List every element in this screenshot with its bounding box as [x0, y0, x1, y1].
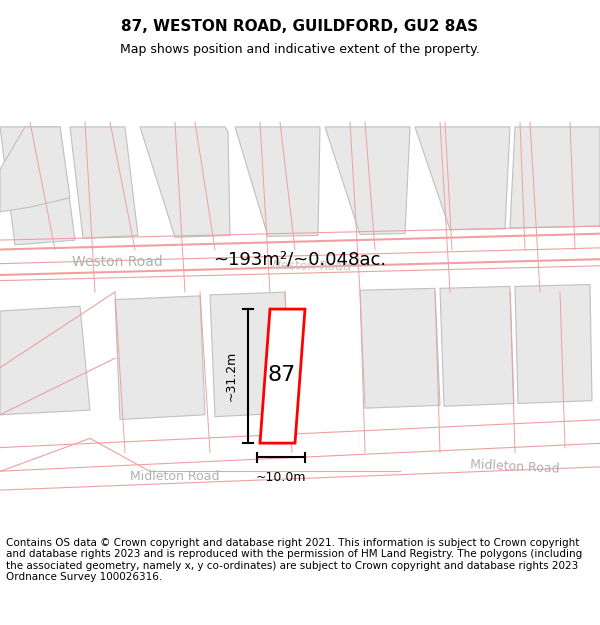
- Polygon shape: [510, 127, 600, 228]
- Polygon shape: [260, 309, 305, 443]
- Text: Weston Road: Weston Road: [72, 255, 163, 269]
- Polygon shape: [115, 296, 205, 419]
- Polygon shape: [70, 127, 138, 238]
- Polygon shape: [360, 288, 440, 408]
- Text: 87: 87: [268, 365, 296, 385]
- Text: Map shows position and indicative extent of the property.: Map shows position and indicative extent…: [120, 43, 480, 56]
- Text: Midleton Road: Midleton Road: [130, 469, 220, 482]
- Polygon shape: [440, 286, 514, 406]
- Text: Weston Road: Weston Road: [269, 259, 351, 274]
- Text: Midleton Road: Midleton Road: [470, 458, 560, 476]
- Text: Contains OS data © Crown copyright and database right 2021. This information is : Contains OS data © Crown copyright and d…: [6, 538, 582, 582]
- Polygon shape: [0, 127, 70, 212]
- Polygon shape: [0, 127, 75, 245]
- Text: ~31.2m: ~31.2m: [225, 351, 238, 401]
- Polygon shape: [140, 127, 230, 238]
- Polygon shape: [235, 127, 320, 236]
- Text: 87, WESTON ROAD, GUILDFORD, GU2 8AS: 87, WESTON ROAD, GUILDFORD, GU2 8AS: [121, 19, 479, 34]
- Text: ~193m²/~0.048ac.: ~193m²/~0.048ac.: [214, 250, 386, 268]
- Polygon shape: [515, 284, 592, 404]
- Polygon shape: [210, 292, 290, 417]
- Polygon shape: [0, 306, 90, 415]
- Polygon shape: [325, 127, 410, 234]
- Polygon shape: [415, 127, 510, 230]
- Text: ~10.0m: ~10.0m: [256, 471, 306, 484]
